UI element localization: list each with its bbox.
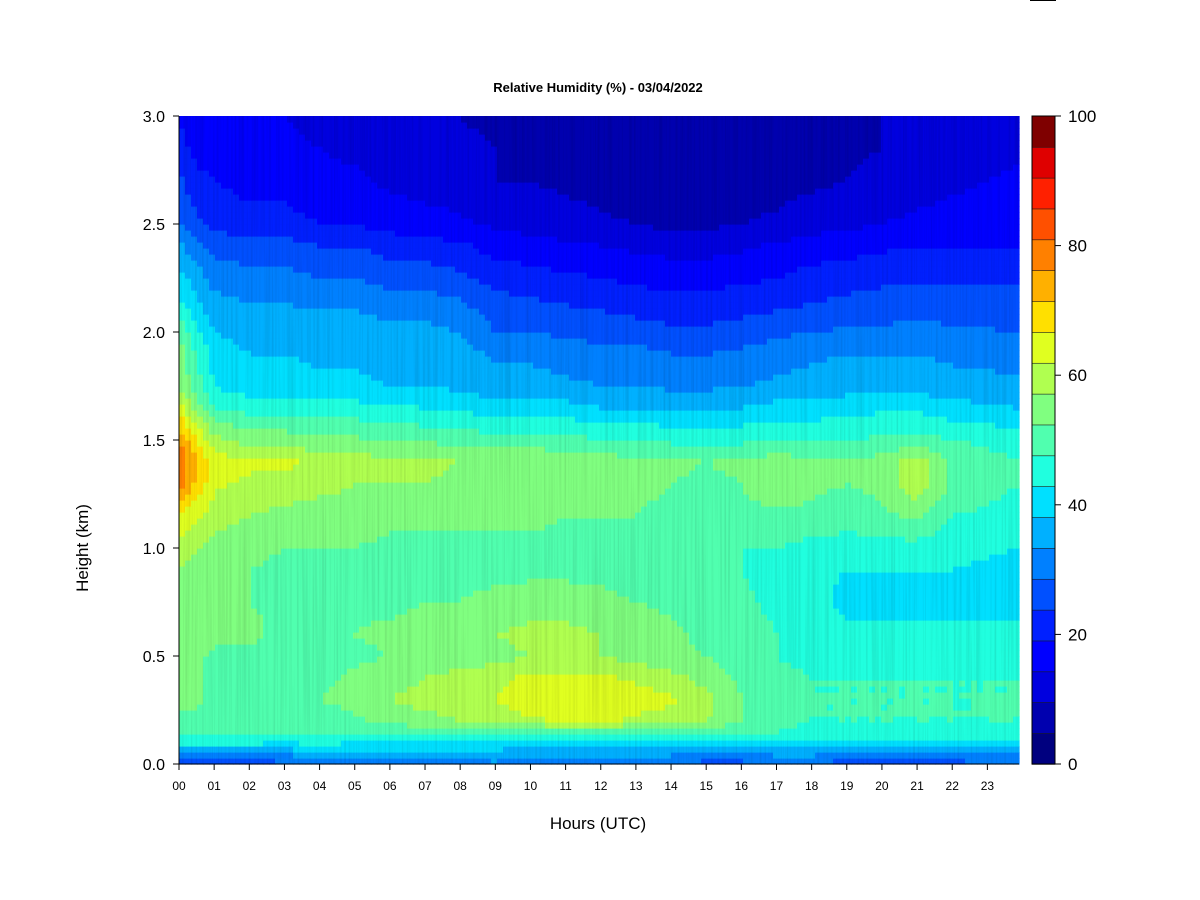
chart-title: Relative Humidity (%) - 03/04/2022 <box>493 80 703 95</box>
corner-mark <box>1030 0 1056 1</box>
